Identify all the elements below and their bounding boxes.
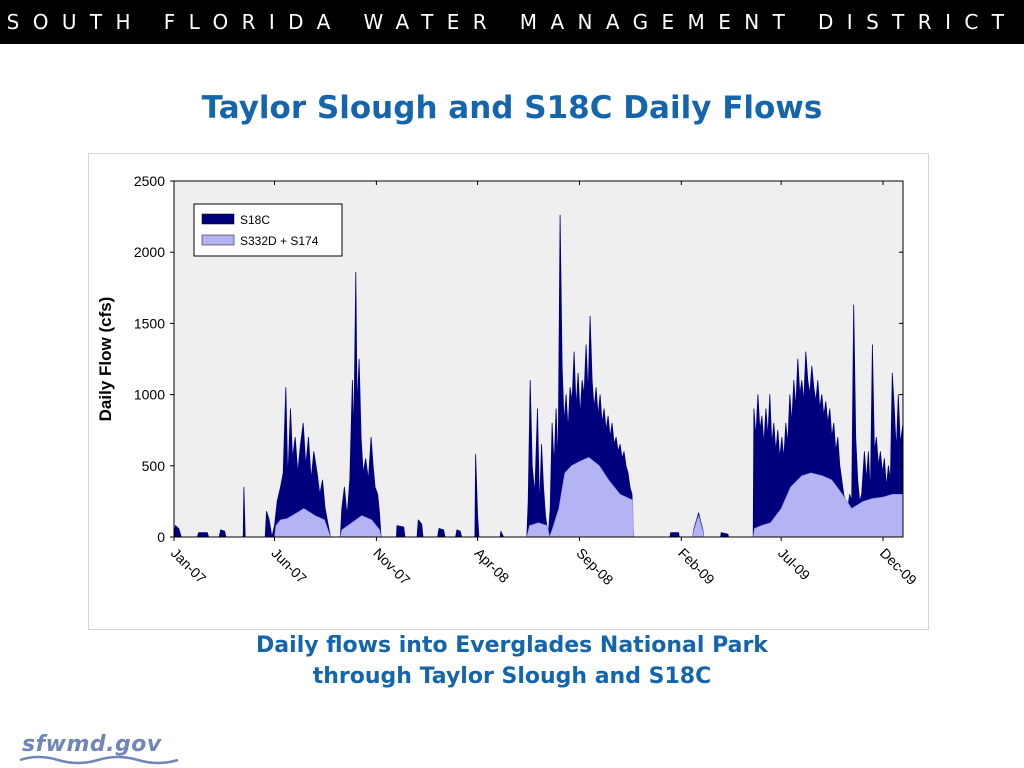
y-axis-label: Daily Flow (cfs) [96, 297, 115, 422]
sfwmd-logo[interactable]: sfwmd.gov [18, 730, 188, 766]
chart-caption: Daily flows into Everglades National Par… [0, 630, 1024, 692]
logo-wave-icon [19, 755, 179, 765]
x-tick-label: Feb-09 [675, 545, 718, 588]
y-tick-label: 2500 [134, 173, 165, 189]
x-tick-label: Jul-09 [775, 545, 813, 583]
x-tick-label: Sep-08 [573, 545, 616, 588]
legend-swatch-s332d-s174 [201, 234, 235, 246]
legend-label-s332d-s174: S332D + S174 [240, 234, 319, 248]
x-tick-label: Jan-07 [168, 545, 210, 587]
y-tick-label: 1500 [134, 315, 165, 331]
x-tick-label: Jun-07 [268, 545, 310, 587]
x-tick-label: Dec-09 [877, 545, 920, 588]
y-tick-label: 2000 [134, 244, 165, 260]
slide-title: Taylor Slough and S18C Daily Flows [201, 90, 823, 126]
x-tick-label: Apr-08 [471, 545, 512, 586]
caption-line-2: through Taylor Slough and S18C [312, 664, 712, 689]
series-s18c-area [173, 214, 904, 538]
legend-label-s18c: S18C [240, 213, 270, 227]
header-banner: SOUTH FLORIDA WATER MANAGEMENT DISTRICT [0, 0, 1024, 44]
y-tick-label: 1000 [134, 387, 165, 403]
x-tick-label: Nov-07 [370, 545, 413, 588]
caption-line-1: Daily flows into Everglades National Par… [256, 633, 768, 658]
logo-text: sfwmd.gov [22, 732, 162, 757]
y-tick-label: 0 [157, 529, 165, 545]
y-tick-label: 500 [142, 458, 166, 474]
plot-border [173, 180, 904, 538]
flow-chart: 0 500 1000 1500 2000 2500 Jan-07 Jun-07 Nov-07 Ap… [96, 173, 920, 588]
legend-swatch-s18c [201, 213, 235, 225]
legend-box [193, 203, 343, 257]
chart-frame: 0 500 1000 1500 2000 2500 Jan-07 Jun-07 Nov-07 Ap… [88, 153, 929, 630]
